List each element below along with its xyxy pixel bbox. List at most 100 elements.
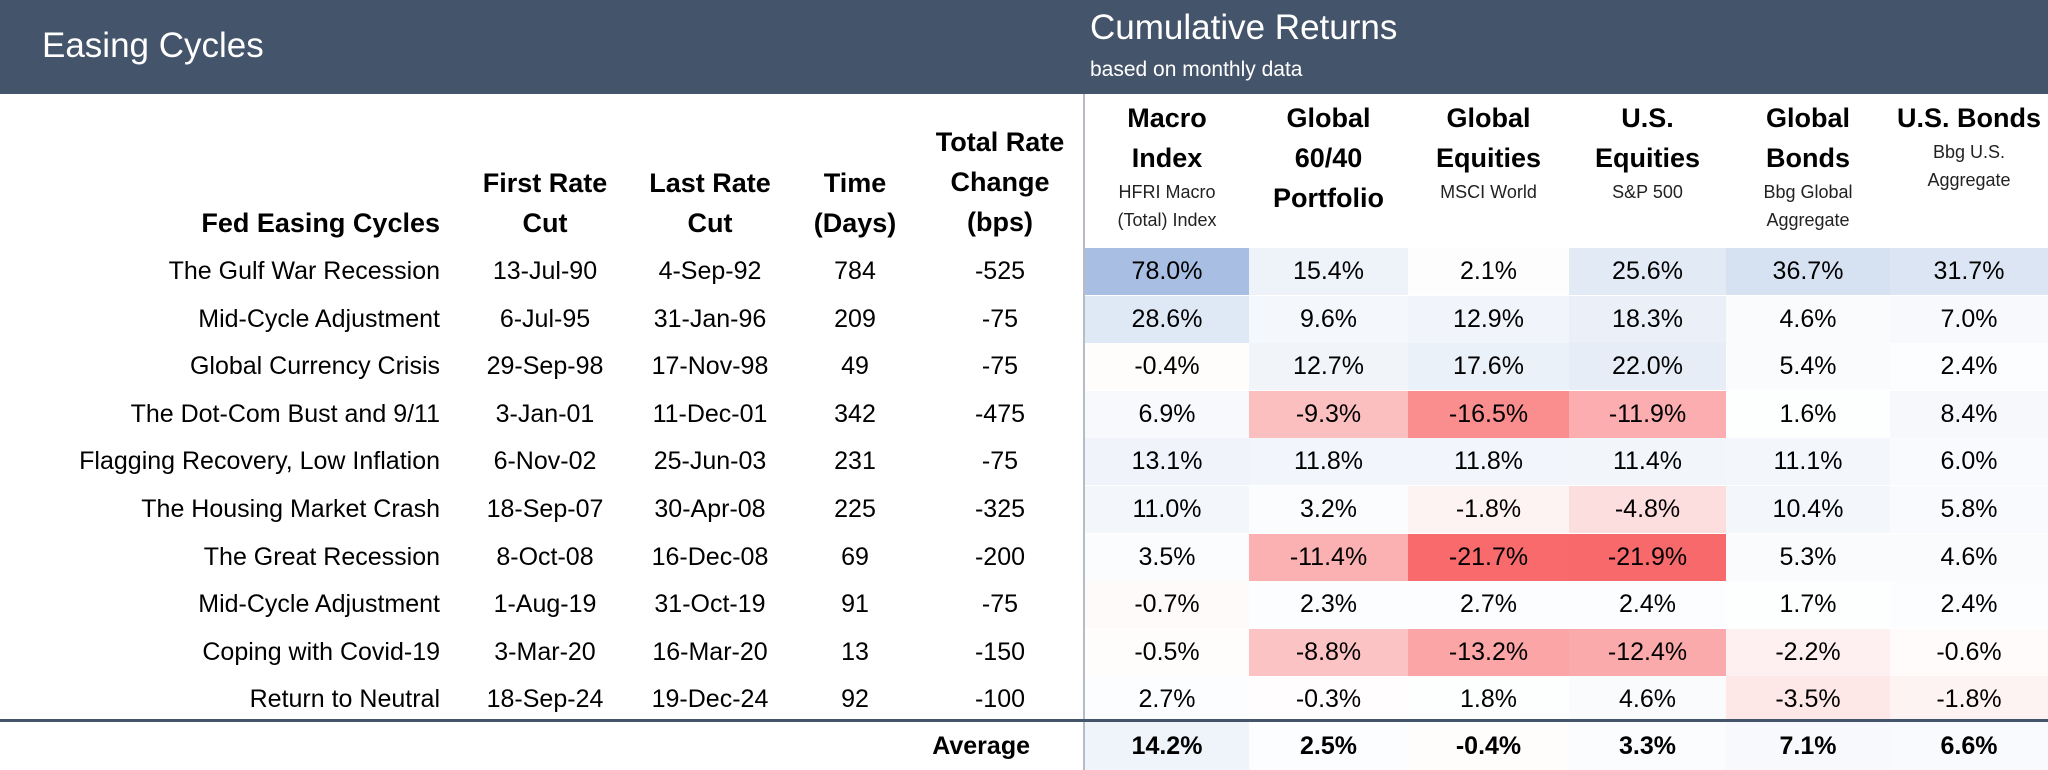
return-column-header: Global 60/40 Portfolio bbox=[1249, 98, 1408, 218]
first-cut-date: 8-Oct-08 bbox=[496, 542, 594, 571]
cycle-name: Return to Neutral bbox=[249, 685, 440, 714]
header-time: Time (Days) bbox=[813, 168, 897, 238]
average-return-cell: -0.4% bbox=[1408, 722, 1569, 770]
return-cell: 7.0% bbox=[1890, 295, 2048, 343]
rate-change-bps: -75 bbox=[981, 352, 1019, 381]
return-cell: -0.5% bbox=[1085, 628, 1249, 676]
cycle-name: Flagging Recovery, Low Inflation bbox=[79, 447, 440, 476]
header-cycle: Fed Easing Cycles bbox=[201, 208, 440, 238]
return-cell: 13.1% bbox=[1085, 438, 1249, 486]
return-cell: 17.6% bbox=[1408, 343, 1569, 391]
rate-change-bps: -75 bbox=[981, 304, 1019, 333]
first-cut-date: 18-Sep-07 bbox=[486, 495, 604, 523]
rate-change-bps: -325 bbox=[974, 495, 1026, 523]
cycle-name: The Gulf War Recession bbox=[168, 257, 440, 285]
time-days: 231 bbox=[834, 447, 876, 476]
last-cut-date: 11-Dec-01 bbox=[652, 399, 768, 428]
return-cell: 9.6% bbox=[1249, 295, 1408, 343]
first-cut-date: 3-Mar-20 bbox=[494, 637, 596, 666]
return-column-subtitle: S&P 500 bbox=[1612, 182, 1683, 202]
return-cell: 36.7% bbox=[1726, 248, 1890, 295]
return-column-title: U.S. bbox=[1621, 103, 1674, 133]
cycle-name: The Great Recession bbox=[203, 542, 440, 571]
average-return-cell: 2.5% bbox=[1249, 722, 1408, 770]
return-column-title: U.S. Bonds bbox=[1896, 103, 2041, 133]
last-cut-date: 30-Apr-08 bbox=[654, 495, 766, 523]
return-cell: -11.4% bbox=[1249, 533, 1408, 581]
return-cell: 11.8% bbox=[1249, 438, 1408, 486]
cycle-name: The Housing Market Crash bbox=[141, 495, 440, 523]
return-column-title: 60/40 bbox=[1294, 143, 1363, 173]
return-column-title: Bonds bbox=[1766, 143, 1850, 173]
return-cell: 1.8% bbox=[1408, 676, 1569, 724]
returns-subtitle: based on monthly data bbox=[1090, 58, 1303, 81]
return-cell: -13.2% bbox=[1408, 628, 1569, 676]
rate-change-bps: -75 bbox=[981, 590, 1019, 619]
time-days: 91 bbox=[841, 590, 869, 619]
first-cut-date: 6-Jul-95 bbox=[499, 304, 591, 333]
return-cell: 11.8% bbox=[1408, 438, 1569, 486]
last-cut-date: 16-Mar-20 bbox=[652, 637, 768, 666]
return-cell: 4.6% bbox=[1726, 295, 1890, 343]
return-cell: -21.9% bbox=[1569, 533, 1726, 581]
return-cell: 1.6% bbox=[1726, 390, 1890, 438]
last-cut-date: 17-Nov-98 bbox=[651, 352, 769, 381]
last-cut-date: 31-Oct-19 bbox=[654, 590, 766, 619]
return-column-subtitle: Bbg U.S. bbox=[1932, 142, 2006, 162]
return-cell: 22.0% bbox=[1569, 343, 1726, 391]
average-label: Average bbox=[932, 732, 1030, 760]
time-days: 49 bbox=[841, 352, 869, 381]
average-return-cell: 7.1% bbox=[1726, 722, 1890, 770]
average-return-cell: 6.6% bbox=[1890, 722, 2048, 770]
time-days: 209 bbox=[834, 304, 876, 333]
return-cell: 11.0% bbox=[1085, 486, 1249, 533]
cycle-name: Coping with Covid-19 bbox=[202, 637, 440, 666]
return-column-subtitle: (Total) Index bbox=[1117, 210, 1217, 230]
return-column-subtitle: HFRI Macro bbox=[1118, 182, 1216, 202]
return-cell: -4.8% bbox=[1569, 486, 1726, 533]
returns-title: Cumulative Returns bbox=[1090, 8, 1398, 47]
return-cell: -1.8% bbox=[1408, 486, 1569, 533]
return-cell: 2.4% bbox=[1569, 581, 1726, 629]
first-cut-date: 3-Jan-01 bbox=[495, 399, 595, 428]
return-cell: 4.6% bbox=[1890, 533, 2048, 581]
return-column-title: Global bbox=[1765, 103, 1850, 133]
time-days: 92 bbox=[841, 685, 869, 714]
return-cell: -0.6% bbox=[1890, 628, 2048, 676]
header-last-cut: Last Rate Cut bbox=[649, 168, 771, 238]
return-column-title: Macro bbox=[1127, 103, 1207, 133]
return-column-subtitle: Bbg Global bbox=[1763, 182, 1853, 202]
return-cell: 4.6% bbox=[1569, 676, 1726, 724]
return-column-title: Portfolio bbox=[1273, 183, 1384, 213]
return-column-subtitle: MSCI World bbox=[1440, 182, 1537, 202]
first-cut-date: 18-Sep-24 bbox=[486, 685, 604, 714]
title-banner: Easing Cycles Cumulative Returns based o… bbox=[0, 0, 2048, 94]
return-cell: -2.2% bbox=[1726, 628, 1890, 676]
return-cell: 2.4% bbox=[1890, 581, 2048, 629]
rate-change-bps: -200 bbox=[974, 542, 1026, 571]
return-cell: -0.4% bbox=[1085, 343, 1249, 391]
rate-change-bps: -75 bbox=[981, 447, 1019, 476]
return-cell: 8.4% bbox=[1890, 390, 2048, 438]
time-days: 225 bbox=[834, 495, 876, 523]
return-cell: -21.7% bbox=[1408, 533, 1569, 581]
return-cell: -12.4% bbox=[1569, 628, 1726, 676]
return-column-title: Global bbox=[1286, 103, 1371, 133]
return-cell: 15.4% bbox=[1249, 248, 1408, 295]
cycle-name: The Dot-Com Bust and 9/11 bbox=[130, 399, 440, 428]
return-cell: -0.7% bbox=[1085, 581, 1249, 629]
rate-change-bps: -475 bbox=[974, 399, 1026, 428]
return-cell: 11.1% bbox=[1726, 438, 1890, 486]
first-cut-date: 29-Sep-98 bbox=[486, 352, 604, 381]
return-cell: 3.5% bbox=[1085, 533, 1249, 581]
divider-vertical bbox=[1083, 94, 1085, 770]
return-cell: 12.7% bbox=[1249, 343, 1408, 391]
return-cell: 3.2% bbox=[1249, 486, 1408, 533]
header-first-cut: First Rate Cut bbox=[482, 168, 608, 238]
return-cell: 78.0% bbox=[1085, 248, 1249, 295]
first-cut-date: 13-Jul-90 bbox=[492, 257, 598, 285]
return-cell: 25.6% bbox=[1569, 248, 1726, 295]
cycle-name: Mid-Cycle Adjustment bbox=[198, 590, 440, 619]
last-cut-date: 16-Dec-08 bbox=[651, 542, 769, 571]
return-column-title: Index bbox=[1131, 143, 1203, 173]
